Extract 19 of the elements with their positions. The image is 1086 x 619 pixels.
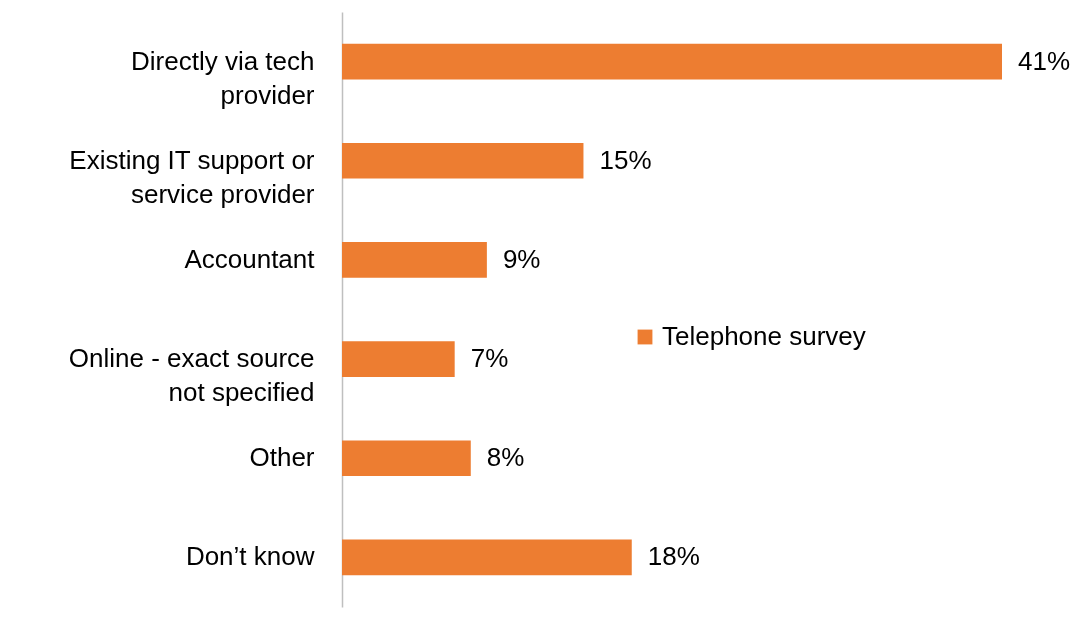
bar xyxy=(342,43,1002,80)
bar xyxy=(342,539,632,576)
y-tick-label: Other xyxy=(249,442,315,473)
y-tick-label: Existing IT support or service provider xyxy=(69,144,315,209)
y-tick-label: Accountant xyxy=(184,243,316,274)
bar xyxy=(342,440,471,477)
bar xyxy=(342,242,487,278)
bar xyxy=(342,142,584,179)
legend-label: Telephone survey xyxy=(662,321,866,351)
y-tick-label: Don’t know xyxy=(185,541,315,572)
data-label: 8% xyxy=(486,442,525,473)
data-label: 7% xyxy=(470,343,509,374)
data-label: 9% xyxy=(502,243,541,274)
bar xyxy=(342,341,455,377)
y-tick-label: Online - exact source not specified xyxy=(68,343,315,408)
data-label: 18% xyxy=(647,541,700,572)
data-label: 41% xyxy=(1018,45,1071,76)
data-label: 15% xyxy=(599,144,652,175)
y-tick-label: Directly via tech provider xyxy=(131,45,315,110)
